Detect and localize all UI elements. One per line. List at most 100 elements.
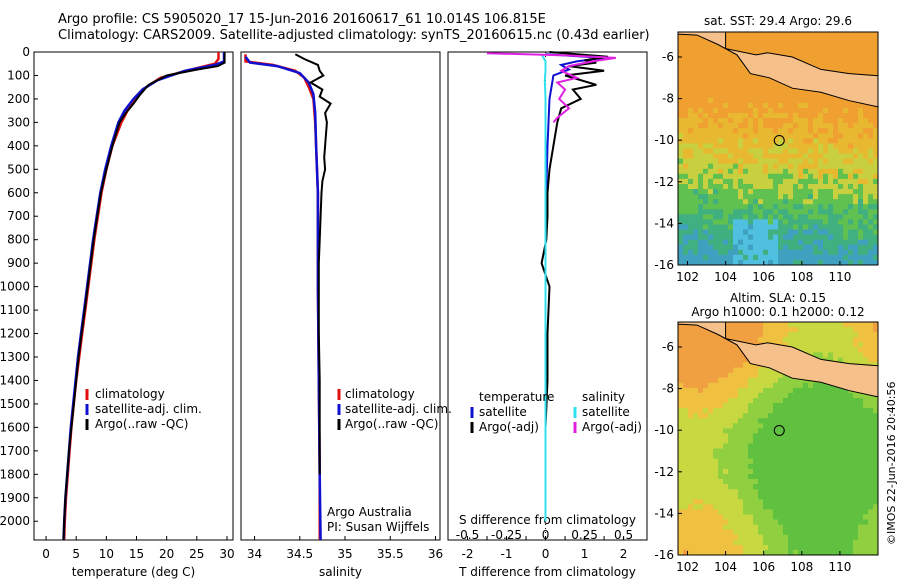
map-cell bbox=[848, 392, 854, 399]
map-cell bbox=[713, 72, 719, 79]
map-cell bbox=[823, 519, 829, 526]
map-cell bbox=[848, 108, 854, 114]
map-cell bbox=[703, 413, 709, 419]
map-cell bbox=[833, 549, 839, 556]
map-cell bbox=[798, 194, 804, 200]
map-cell bbox=[828, 254, 834, 261]
map-cell bbox=[723, 133, 729, 139]
map-cell bbox=[708, 153, 714, 160]
map-cell bbox=[813, 102, 819, 109]
map-cell bbox=[773, 377, 779, 384]
map-cell bbox=[698, 549, 704, 556]
map-cell bbox=[688, 42, 694, 48]
map-cell bbox=[798, 229, 804, 236]
map-cell bbox=[848, 529, 854, 536]
map-cell bbox=[728, 234, 734, 241]
map-cell bbox=[798, 387, 804, 394]
map-cell bbox=[748, 519, 754, 526]
map-cell bbox=[753, 484, 759, 490]
map-cell bbox=[798, 42, 804, 48]
map-cell bbox=[768, 123, 774, 129]
map-cell bbox=[753, 194, 759, 200]
map-cell bbox=[813, 42, 819, 48]
map-cell bbox=[868, 244, 874, 251]
map-cell bbox=[838, 138, 844, 144]
map-cell bbox=[753, 499, 759, 505]
map-cell bbox=[868, 42, 874, 48]
map-cell bbox=[793, 229, 799, 236]
map-cell bbox=[803, 519, 809, 526]
map-cell bbox=[738, 504, 744, 510]
map-cell bbox=[688, 87, 694, 94]
map-cell bbox=[683, 438, 689, 445]
map-cell bbox=[823, 392, 829, 399]
map-cell bbox=[743, 433, 749, 439]
map-cell bbox=[823, 342, 829, 348]
map-cell bbox=[778, 398, 784, 404]
map-cell bbox=[833, 428, 839, 434]
map-cell bbox=[778, 199, 784, 205]
map-cell bbox=[803, 199, 809, 205]
map-cell bbox=[713, 209, 719, 215]
map-cell bbox=[848, 153, 854, 160]
map-cell bbox=[738, 549, 744, 556]
map-cell bbox=[728, 133, 734, 139]
map-cell bbox=[733, 519, 739, 526]
map-cell bbox=[813, 219, 819, 225]
map-cell bbox=[693, 352, 699, 358]
map-cell bbox=[793, 133, 799, 139]
map-cell bbox=[843, 173, 849, 180]
map-cell bbox=[718, 133, 724, 139]
map-cell bbox=[693, 392, 699, 399]
map-cell bbox=[778, 474, 784, 480]
map-cell bbox=[803, 37, 809, 43]
map-cell bbox=[788, 529, 794, 536]
map-cell bbox=[758, 173, 764, 180]
map-cell bbox=[738, 387, 744, 394]
map-cell bbox=[778, 148, 784, 155]
map-y-tick-label: -6 bbox=[662, 340, 674, 354]
map-cell bbox=[853, 224, 859, 231]
map-cell bbox=[798, 504, 804, 510]
map-cell bbox=[683, 234, 689, 241]
map-cell bbox=[753, 539, 759, 546]
map-cell bbox=[763, 229, 769, 236]
map-cell bbox=[823, 539, 829, 546]
map-cell bbox=[848, 544, 854, 551]
map-x-tick-label: 104 bbox=[714, 560, 737, 574]
map-cell bbox=[858, 118, 864, 124]
series-line-difference-0 bbox=[544, 53, 605, 522]
map-cell bbox=[738, 468, 744, 475]
map-cell bbox=[793, 529, 799, 536]
map-cell bbox=[863, 529, 869, 536]
map-cell bbox=[768, 97, 774, 104]
map-cell bbox=[818, 327, 824, 333]
map-cell bbox=[688, 403, 694, 409]
map-cell bbox=[783, 189, 789, 195]
map-cell bbox=[718, 382, 724, 389]
map-cell bbox=[738, 214, 744, 220]
map-cell bbox=[718, 377, 724, 384]
map-cell bbox=[678, 244, 684, 251]
map-cell bbox=[698, 143, 704, 149]
map-cell bbox=[763, 327, 769, 333]
map-cell bbox=[708, 413, 714, 419]
map-cell bbox=[798, 87, 804, 94]
map-cell bbox=[678, 77, 684, 84]
x-tick-label: 5 bbox=[72, 547, 80, 561]
map-cell bbox=[678, 372, 684, 379]
map-cell bbox=[768, 398, 774, 404]
map-cell bbox=[778, 549, 784, 556]
map-cell bbox=[753, 362, 759, 369]
map-cell bbox=[743, 32, 749, 38]
map-cell bbox=[718, 463, 724, 470]
map-cell bbox=[868, 494, 874, 500]
map-cell bbox=[843, 254, 849, 261]
map-cell bbox=[803, 403, 809, 409]
map-cell bbox=[718, 214, 724, 220]
map-cell bbox=[818, 37, 824, 43]
map-cell bbox=[728, 423, 734, 429]
map-cell bbox=[758, 509, 764, 515]
map-cell bbox=[683, 413, 689, 419]
map-cell bbox=[748, 82, 754, 89]
